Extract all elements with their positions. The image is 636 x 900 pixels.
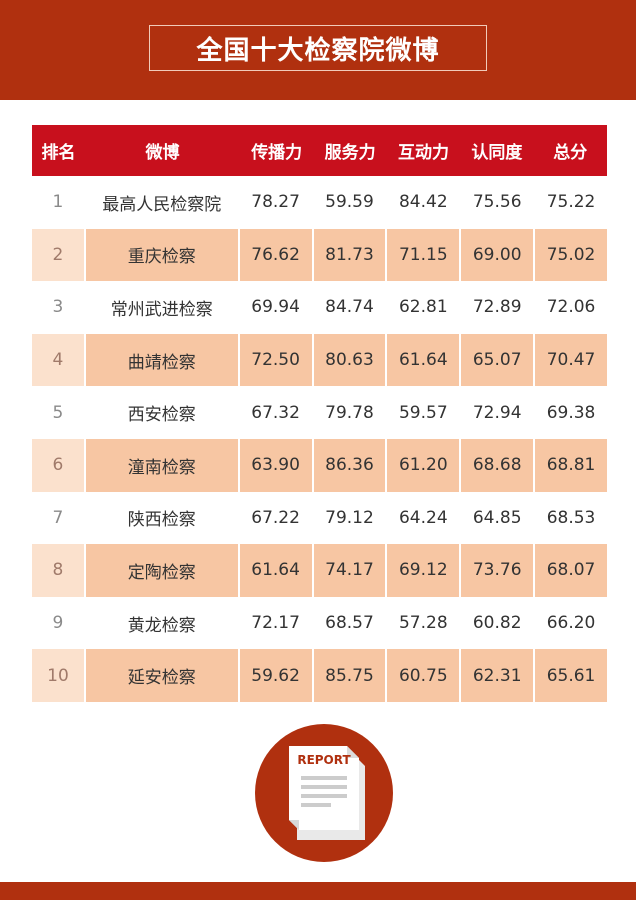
cell-total: 65.61 bbox=[533, 649, 607, 702]
cell-recognition: 69.00 bbox=[459, 228, 534, 282]
footer-bar bbox=[0, 882, 636, 900]
cell-recognition: 75.56 bbox=[459, 176, 533, 229]
cell-total: 70.47 bbox=[533, 333, 607, 387]
cell-interaction: 61.20 bbox=[385, 438, 460, 492]
cell-interaction: 59.57 bbox=[385, 386, 459, 439]
cell-spread: 61.64 bbox=[237, 544, 312, 597]
cell-service: 59.59 bbox=[311, 176, 386, 229]
column-header-recognition: 认同度 bbox=[471, 143, 523, 163]
cell-rank: 3 bbox=[52, 297, 64, 318]
report-document-icon bbox=[289, 746, 365, 840]
cell-recognition: 68.68 bbox=[459, 438, 534, 492]
report-label: REPORT bbox=[297, 753, 351, 767]
cell-weibo: 最高人民检察院 bbox=[83, 176, 238, 229]
report-badge bbox=[255, 724, 393, 862]
cell-spread: 63.90 bbox=[237, 438, 312, 492]
table-header-row: 排名 微博 传播力 服务力 互动力 认同度 总分 bbox=[32, 125, 607, 176]
column-header-spread: 传播力 bbox=[251, 143, 303, 163]
column-header-service: 服务力 bbox=[324, 143, 376, 163]
header-banner: 全国十大检察院微博 bbox=[0, 0, 636, 100]
cell-total: 75.02 bbox=[533, 228, 607, 282]
cell-rank: 4 bbox=[32, 333, 84, 387]
cell-service: 86.36 bbox=[311, 438, 386, 492]
cell-total: 68.07 bbox=[533, 544, 607, 597]
cell-service: 80.63 bbox=[311, 333, 386, 387]
cell-interaction: 62.81 bbox=[385, 281, 459, 334]
cell-interaction: 61.64 bbox=[385, 333, 460, 387]
cell-recognition: 60.82 bbox=[459, 596, 533, 650]
cell-rank: 10 bbox=[32, 649, 84, 702]
column-header-interaction: 互动力 bbox=[397, 143, 449, 163]
cell-weibo: 黄龙检察 bbox=[83, 596, 238, 650]
cell-spread: 72.50 bbox=[237, 333, 312, 387]
cell-rank: 2 bbox=[32, 228, 84, 282]
table-row: 6 潼南检察 63.90 86.36 61.20 68.68 68.81 bbox=[32, 438, 607, 492]
table-row: 7 陕西检察 67.22 79.12 64.24 64.85 68.53 bbox=[32, 491, 607, 545]
cell-spread: 72.17 bbox=[237, 596, 312, 650]
cell-service: 84.74 bbox=[311, 281, 386, 334]
table-row: 5 西安检察 67.32 79.78 59.57 72.94 69.38 bbox=[32, 386, 607, 439]
cell-total: 68.53 bbox=[533, 491, 607, 545]
cell-weibo: 西安检察 bbox=[83, 386, 238, 439]
cell-weibo: 潼南检察 bbox=[83, 438, 238, 492]
table-row: 2 重庆检察 76.62 81.73 71.15 69.00 75.02 bbox=[32, 228, 607, 282]
cell-recognition: 73.76 bbox=[459, 544, 534, 597]
cell-interaction: 84.42 bbox=[385, 176, 459, 229]
cell-spread: 78.27 bbox=[237, 176, 312, 229]
cell-spread: 67.32 bbox=[237, 386, 312, 439]
cell-interaction: 71.15 bbox=[385, 228, 460, 282]
cell-spread: 76.62 bbox=[237, 228, 312, 282]
cell-service: 68.57 bbox=[311, 596, 386, 650]
cell-interaction: 57.28 bbox=[385, 596, 459, 650]
cell-recognition: 72.94 bbox=[459, 386, 533, 439]
table-row: 1 最高人民检察院 78.27 59.59 84.42 75.56 75.22 bbox=[32, 176, 607, 229]
cell-weibo: 定陶检察 bbox=[83, 544, 238, 597]
cell-total: 69.38 bbox=[533, 386, 607, 439]
cell-rank: 9 bbox=[52, 613, 64, 634]
table-row: 3 常州武进检察 69.94 84.74 62.81 72.89 72.06 bbox=[32, 281, 607, 334]
cell-service: 81.73 bbox=[311, 228, 386, 282]
column-header-rank: 排名 bbox=[41, 143, 76, 163]
column-header-weibo: 微博 bbox=[145, 143, 180, 163]
cell-total: 68.81 bbox=[533, 438, 607, 492]
cell-spread: 69.94 bbox=[237, 281, 312, 334]
cell-weibo: 重庆检察 bbox=[83, 228, 238, 282]
cell-total: 66.20 bbox=[533, 596, 607, 650]
cell-service: 85.75 bbox=[311, 649, 386, 702]
cell-service: 79.12 bbox=[311, 491, 386, 545]
table-body: 1 最高人民检察院 78.27 59.59 84.42 75.56 75.22 2 重庆检察 76… bbox=[32, 176, 607, 702]
cell-spread: 67.22 bbox=[237, 491, 312, 545]
cell-total: 72.06 bbox=[533, 281, 607, 334]
page-title: 全国十大检察院微博 bbox=[149, 25, 487, 71]
table-row: 4 曲靖检察 72.50 80.63 61.64 65.07 70.47 bbox=[32, 333, 607, 387]
cell-recognition: 72.89 bbox=[459, 281, 533, 334]
cell-total: 75.22 bbox=[533, 176, 607, 229]
cell-rank: 7 bbox=[52, 507, 64, 528]
table-row: 10 延安检察 59.62 85.75 60.75 62.31 65.61 bbox=[32, 649, 607, 702]
cell-rank: 1 bbox=[52, 192, 64, 213]
cell-rank: 5 bbox=[52, 402, 64, 423]
cell-weibo: 延安检察 bbox=[83, 649, 238, 702]
table-row: 8 定陶检察 61.64 74.17 69.12 73.76 68.07 bbox=[32, 544, 607, 597]
column-header-total: 总分 bbox=[553, 143, 588, 163]
cell-service: 74.17 bbox=[311, 544, 386, 597]
cell-weibo: 常州武进检察 bbox=[83, 281, 238, 334]
cell-recognition: 62.31 bbox=[459, 649, 534, 702]
cell-recognition: 65.07 bbox=[459, 333, 534, 387]
cell-interaction: 69.12 bbox=[385, 544, 460, 597]
cell-interaction: 64.24 bbox=[385, 491, 459, 545]
cell-interaction: 60.75 bbox=[385, 649, 460, 702]
cell-recognition: 64.85 bbox=[459, 491, 533, 545]
cell-service: 79.78 bbox=[311, 386, 386, 439]
cell-weibo: 陕西检察 bbox=[83, 491, 238, 545]
cell-rank: 8 bbox=[32, 544, 84, 597]
cell-rank: 6 bbox=[32, 438, 84, 492]
cell-weibo: 曲靖检察 bbox=[83, 333, 238, 387]
cell-spread: 59.62 bbox=[237, 649, 312, 702]
ranking-table: 排名 微博 传播力 服务力 互动力 认同度 总分 1 最高人民检察院 78.27 59… bbox=[32, 125, 607, 702]
table-row: 9 黄龙检察 72.17 68.57 57.28 60.82 66.20 bbox=[32, 596, 607, 650]
